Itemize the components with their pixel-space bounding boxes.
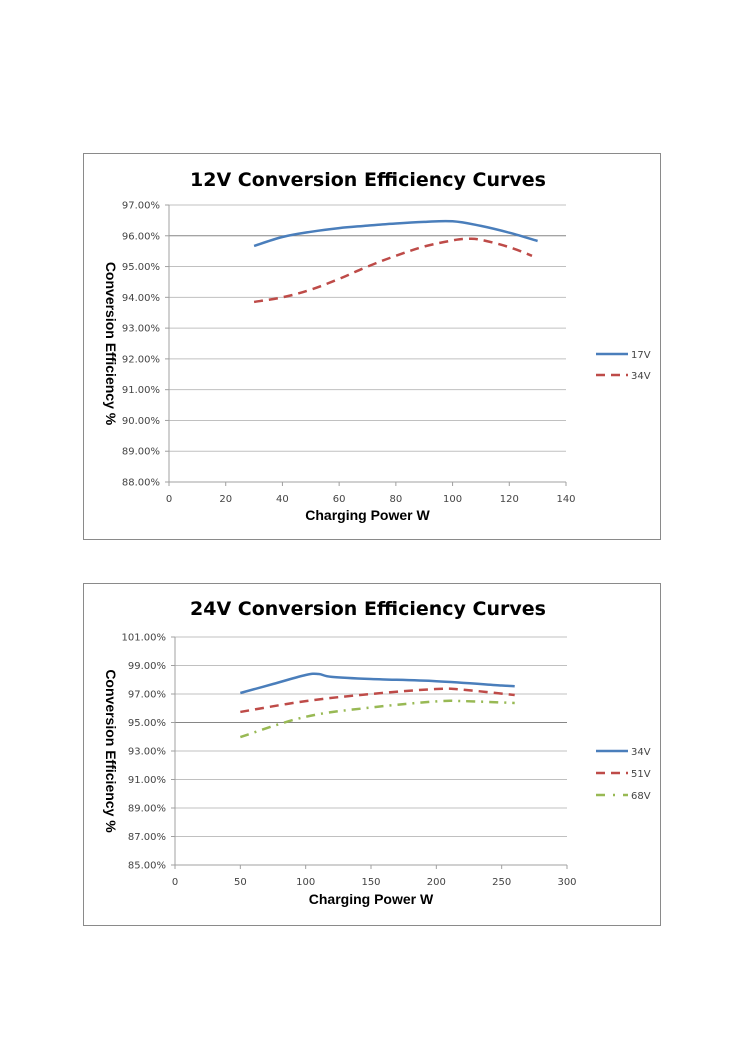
x-tick-label: 60	[333, 494, 346, 505]
series-line-34v	[240, 672, 515, 695]
y-tick-label: 92.00%	[122, 354, 160, 365]
chart-12v-svg: 12V Conversion Efficiency Curves 88.00% 89…	[103, 169, 651, 523]
series-line-34v	[253, 237, 533, 304]
x-tick-label: 100	[443, 494, 462, 505]
x-tick-label: 140	[556, 494, 575, 505]
y-tick-label: 95.00%	[122, 262, 160, 273]
legend-label-34v: 34V	[631, 371, 651, 382]
y-tick-label: 95.00%	[128, 718, 166, 729]
y-tick-label: 91.00%	[128, 775, 166, 786]
series-line-68v	[239, 699, 515, 739]
y-tick-label: 97.00%	[128, 690, 166, 701]
y-tick-label: 91.00%	[122, 385, 160, 396]
x-tick-label: 20	[219, 494, 232, 505]
y-tick-label: 93.00%	[122, 324, 160, 335]
y-tick-label: 99.00%	[128, 661, 166, 672]
x-tick-label: 50	[234, 877, 247, 888]
legend-label-34v: 34V	[631, 747, 651, 758]
x-tick-label: 40	[276, 494, 289, 505]
y-tick-label: 89.00%	[128, 804, 166, 815]
x-tick-label: 0	[166, 494, 172, 505]
y-tick-label: 94.00%	[122, 293, 160, 304]
x-tick-label: 120	[500, 494, 519, 505]
chart-12v: 12V Conversion Efficiency Curves 88.00% 89…	[83, 153, 661, 540]
x-tick-label: 80	[389, 494, 402, 505]
y-tick-label: 93.00%	[128, 747, 166, 758]
chart-title: 24V Conversion Efficiency Curves	[190, 598, 546, 620]
y-tick-label: 87.00%	[128, 832, 166, 843]
y-axis-title: Conversion Efficiency %	[103, 262, 119, 426]
x-tick-label: 200	[427, 877, 446, 888]
chart-24v: 24V Conversion Efficiency Curves 85.00% 87…	[83, 583, 661, 926]
legend-label-17v: 17V	[631, 350, 651, 361]
y-tick-label: 88.00%	[122, 478, 160, 489]
y-tick-label: 90.00%	[122, 416, 160, 427]
legend-label-51v: 51V	[631, 769, 651, 780]
y-tick-label: 85.00%	[128, 861, 166, 872]
x-tick-label: 100	[296, 877, 315, 888]
y-axis-title: Conversion Efficiency %	[103, 669, 119, 833]
x-axis-title: Charging Power W	[305, 507, 430, 523]
y-tick-label: 96.00%	[122, 231, 160, 242]
x-tick-label: 0	[172, 877, 178, 888]
y-tick-label: 97.00%	[122, 201, 160, 212]
series-line-17v	[253, 219, 538, 248]
x-axis-title: Charging Power W	[309, 891, 434, 907]
y-tick-label: 101.00%	[122, 633, 167, 644]
chart-title: 12V Conversion Efficiency Curves	[190, 169, 546, 191]
y-tick-label: 89.00%	[122, 447, 160, 458]
chart-24v-svg: 24V Conversion Efficiency Curves 85.00% 87…	[103, 598, 651, 907]
x-tick-label: 300	[557, 877, 576, 888]
x-tick-label: 150	[361, 877, 380, 888]
x-tick-label: 250	[492, 877, 511, 888]
legend-label-68v: 68V	[631, 791, 651, 802]
